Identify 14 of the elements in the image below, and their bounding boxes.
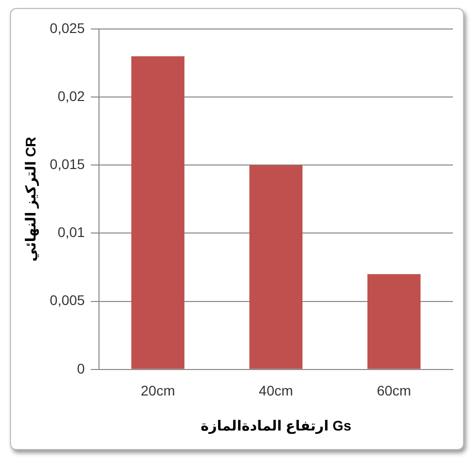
x-tick-label: 40cm <box>258 382 294 399</box>
x-tick-label: 60cm <box>376 382 412 399</box>
bar <box>249 165 302 369</box>
bar <box>367 274 421 369</box>
bar <box>131 56 184 369</box>
y-tick-label: 0 <box>77 360 86 376</box>
y-axis-title: التركيز النهائي CR <box>22 136 40 262</box>
y-tick-label: 0,025 <box>50 20 86 36</box>
x-axis-title: ارتفاع المادةالمازة Gs <box>200 417 352 434</box>
y-tick-label: 0,005 <box>50 292 86 308</box>
x-tick-label: 20cm <box>140 382 175 399</box>
y-tick-label: 0,01 <box>58 224 86 240</box>
y-tick-label: 0,015 <box>50 156 86 172</box>
y-tick-label: 0,02 <box>58 88 86 104</box>
